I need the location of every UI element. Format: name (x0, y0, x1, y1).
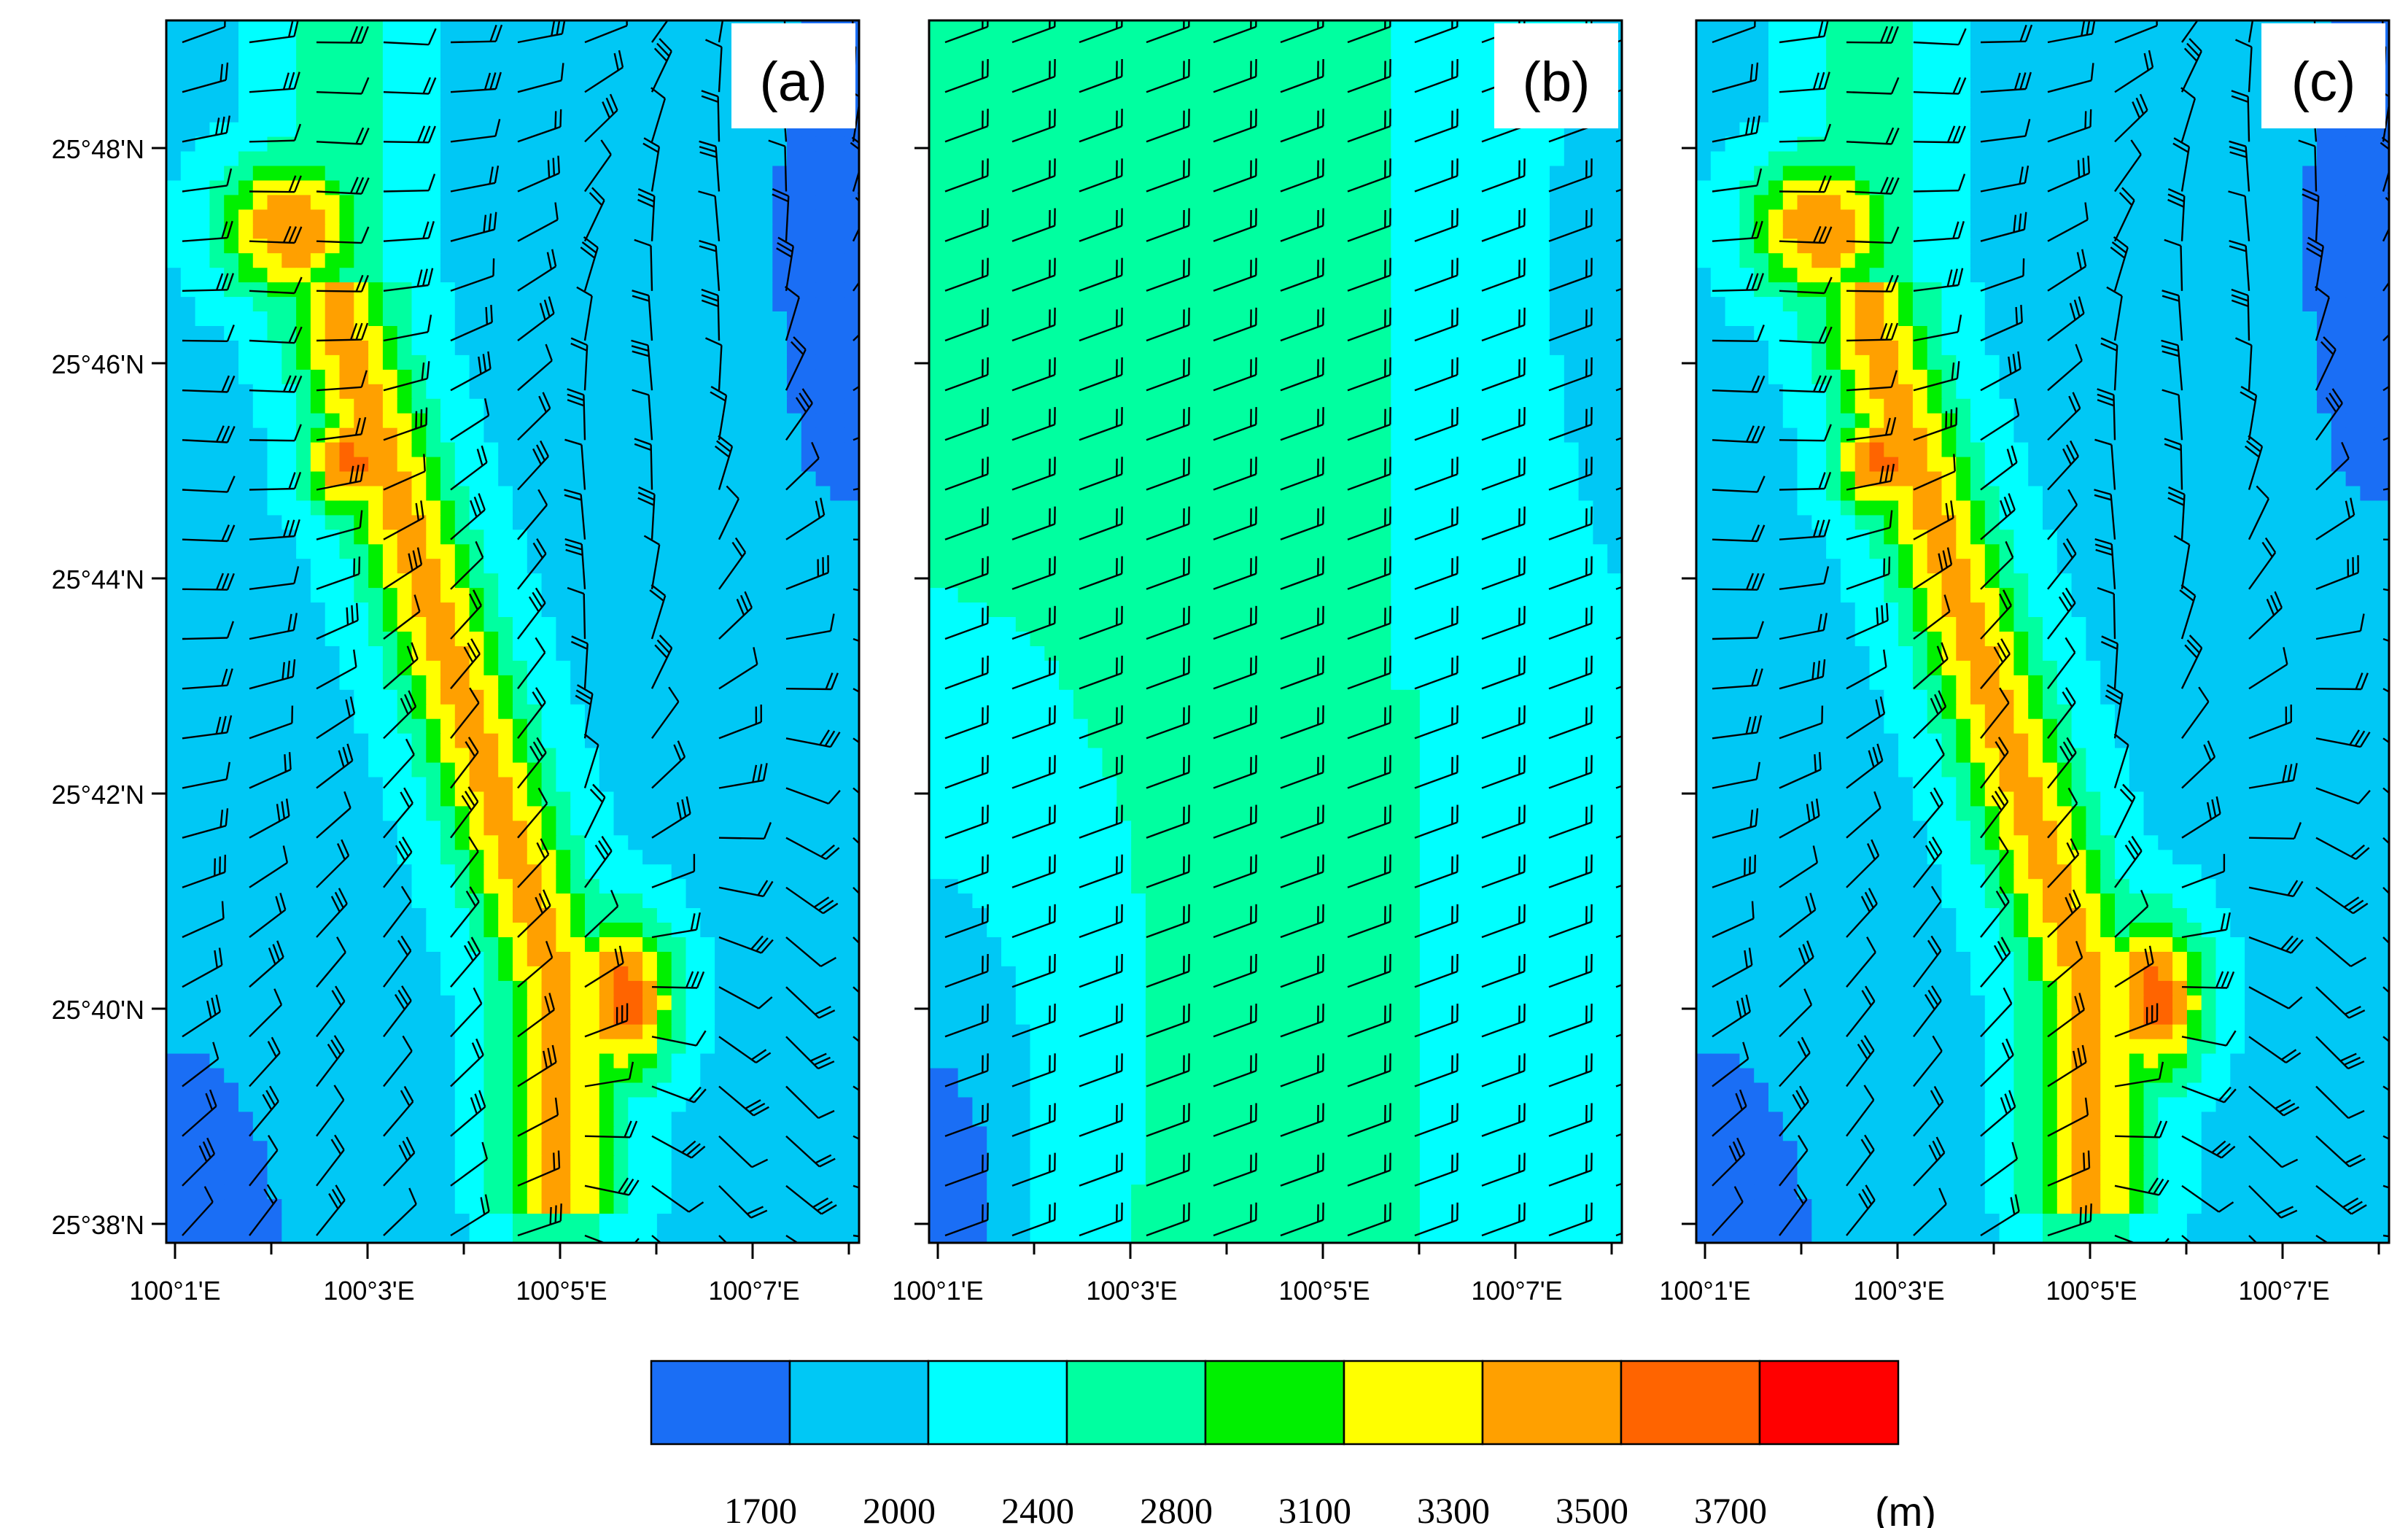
lat-tick-label: 25°46'N (52, 349, 144, 379)
map-frame (928, 19, 1623, 1244)
wind-barbs (944, 20, 1622, 1237)
colorbar-label: 3300 (1417, 1490, 1490, 1528)
colorbar-segment (1065, 1360, 1207, 1446)
colorbar-label: 1700 (724, 1490, 797, 1528)
lon-tick-label: 100°3'E (1086, 1276, 1177, 1306)
lon-tick-label: 100°5'E (516, 1276, 607, 1306)
map-frame (1695, 19, 2390, 1244)
lon-tick-label: 100°7'E (1471, 1276, 1562, 1306)
panel-label: (c) (2261, 23, 2385, 128)
colorbar-segment (1481, 1360, 1623, 1446)
colorbar-label: 2400 (1001, 1490, 1074, 1528)
colorbar-label: 2000 (863, 1490, 936, 1528)
lon-tick-label: 100°5'E (2046, 1276, 2137, 1306)
panel-label-text: (b) (1523, 51, 1591, 113)
colorbar-segment (788, 1360, 930, 1446)
terrain-fill (929, 20, 1622, 1243)
panel-label: (a) (731, 23, 855, 128)
wind-barbs (182, 20, 859, 1243)
terrain-fill (166, 20, 859, 1243)
lon-tick-label: 100°7'E (2238, 1276, 2329, 1306)
terrain-fill (1696, 20, 2389, 1243)
colorbar-unit: (m) (1875, 1489, 1936, 1528)
map-panel-a: (a) 25°48'N 25°46'N 25°44'N 25°42'N 25°40'N 25… (52, 19, 861, 1306)
colorbar-label: 3700 (1694, 1490, 1767, 1528)
lon-tick-label: 100°5'E (1278, 1276, 1370, 1306)
lat-tick-label: 25°38'N (52, 1210, 144, 1240)
map-panel-c: (c) 100°1'E 100°3'E 100°5'E 100°7'E (1659, 19, 2390, 1306)
panel-label: (b) (1494, 23, 1618, 128)
colorbar-label: 3500 (1556, 1490, 1628, 1528)
panel-label-text: (c) (2291, 51, 2356, 113)
map-frame (165, 19, 861, 1244)
colorbar-segment (1204, 1360, 1345, 1446)
colorbar-segment (1343, 1360, 1484, 1446)
colorbar-label: 3100 (1278, 1490, 1351, 1528)
lon-tick-label: 100°3'E (323, 1276, 414, 1306)
lon-tick-label: 100°7'E (708, 1276, 799, 1306)
lat-tick-label: 25°44'N (52, 565, 144, 594)
panel-label-text: (a) (760, 51, 828, 113)
colorbar-segment (927, 1360, 1068, 1446)
lon-tick-label: 100°1'E (129, 1276, 220, 1306)
lat-tick-label: 25°48'N (52, 134, 144, 164)
map-panels: (a) 25°48'N 25°46'N 25°44'N 25°42'N 25°40'N 25… (52, 19, 2390, 1306)
wind-barbs (1712, 20, 2389, 1243)
lon-tick-label: 100°3'E (1853, 1276, 1944, 1306)
colorbar-segment (650, 1360, 791, 1446)
map-panel-b: (b) 100°1'E 100°3'E 100°5'E 100°7'E (892, 19, 1623, 1306)
lat-tick-label: 25°42'N (52, 780, 144, 810)
colorbar-segment (1620, 1360, 1761, 1446)
colorbar-label: 2800 (1140, 1490, 1213, 1528)
lat-tick-label: 25°40'N (52, 995, 144, 1025)
colorbar: 1700 2000 2400 2800 3100 3300 3500 3700 (m) (650, 1360, 1936, 1528)
lon-tick-label: 100°1'E (1659, 1276, 1750, 1306)
lon-tick-label: 100°1'E (892, 1276, 983, 1306)
colorbar-segment (1758, 1360, 1900, 1446)
